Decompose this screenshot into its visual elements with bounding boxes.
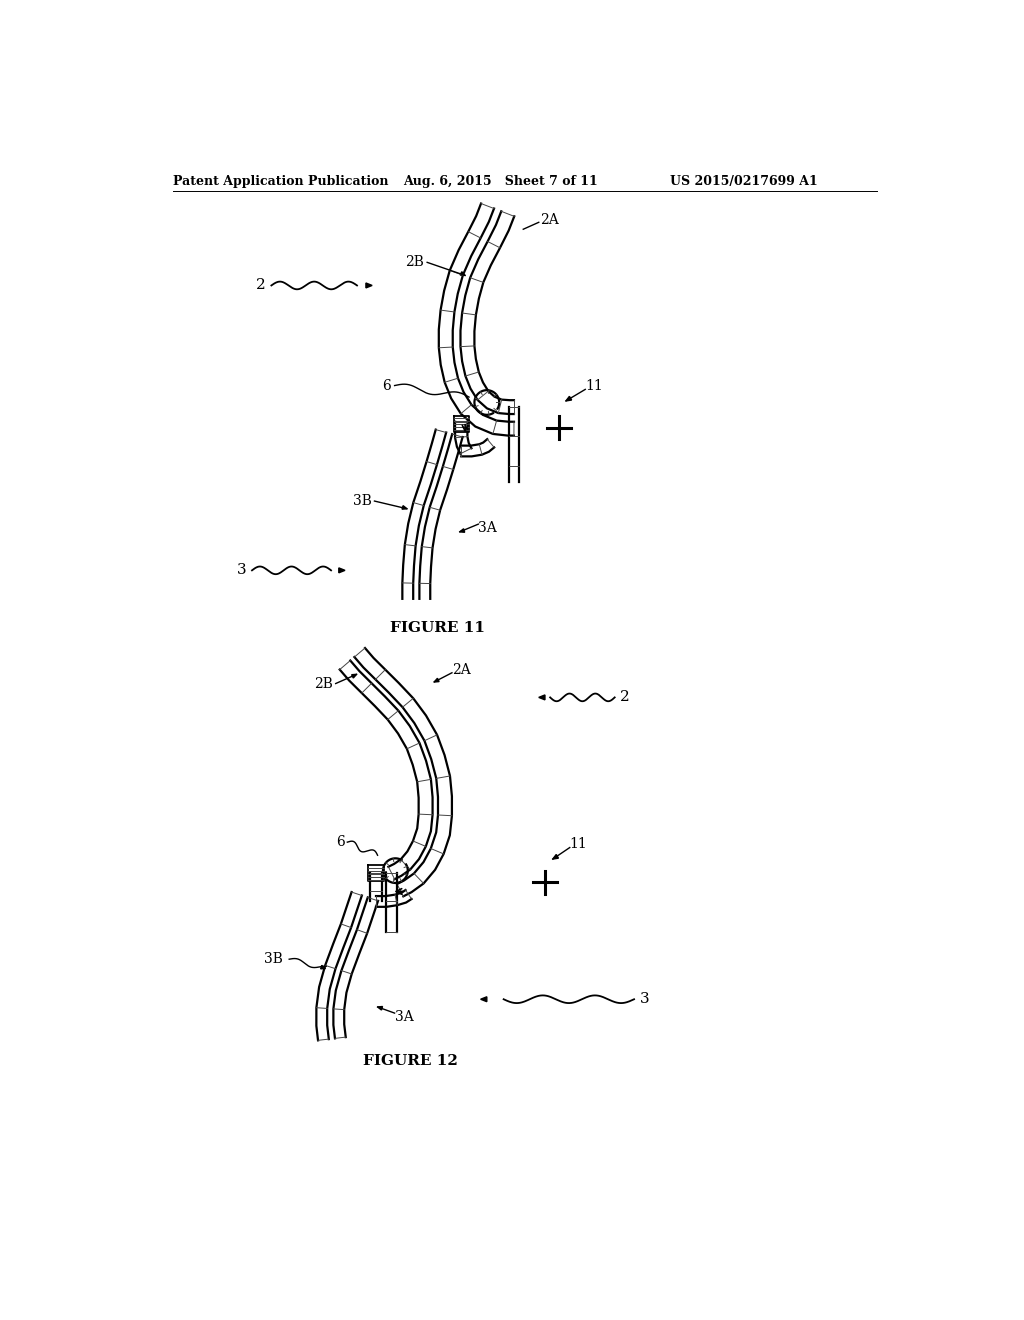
Text: US 2015/0217699 A1: US 2015/0217699 A1 [671, 176, 818, 189]
Polygon shape [460, 272, 465, 276]
Text: FIGURE 12: FIGURE 12 [364, 1053, 459, 1068]
Text: 2: 2 [621, 690, 630, 705]
Polygon shape [402, 506, 407, 510]
Text: 6: 6 [336, 836, 344, 849]
Text: 2B: 2B [314, 677, 333, 690]
Polygon shape [351, 675, 356, 678]
Text: 3B: 3B [352, 494, 372, 508]
Text: 3B: 3B [263, 952, 283, 966]
Polygon shape [460, 529, 465, 532]
Text: 2B: 2B [406, 255, 424, 269]
Text: 11: 11 [586, 379, 603, 392]
Text: 6: 6 [382, 379, 391, 392]
Text: 2: 2 [256, 279, 265, 293]
Polygon shape [539, 694, 545, 700]
Text: 3: 3 [237, 564, 246, 577]
Text: 11: 11 [569, 837, 588, 850]
Polygon shape [480, 997, 486, 1002]
Polygon shape [321, 965, 326, 969]
Text: FIGURE 11: FIGURE 11 [390, 622, 485, 635]
Polygon shape [566, 396, 571, 401]
Text: Patent Application Publication: Patent Application Publication [173, 176, 388, 189]
Polygon shape [378, 1006, 383, 1010]
Polygon shape [339, 568, 345, 573]
Text: 3A: 3A [395, 1010, 414, 1024]
Polygon shape [434, 678, 439, 682]
Text: Aug. 6, 2015   Sheet 7 of 11: Aug. 6, 2015 Sheet 7 of 11 [403, 176, 598, 189]
Polygon shape [366, 282, 372, 288]
Text: 3A: 3A [478, 521, 497, 535]
Text: 3: 3 [640, 993, 649, 1006]
Text: 2A: 2A [541, 213, 559, 227]
Polygon shape [553, 854, 558, 859]
Text: 2A: 2A [452, 664, 471, 677]
